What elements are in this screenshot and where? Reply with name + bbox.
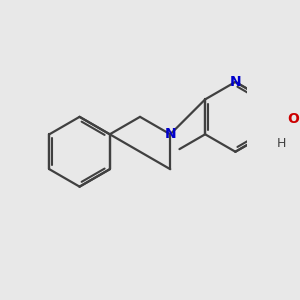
Text: H: H (277, 137, 286, 150)
Text: N: N (164, 127, 176, 141)
Text: N: N (230, 75, 241, 89)
Text: O: O (288, 112, 299, 126)
